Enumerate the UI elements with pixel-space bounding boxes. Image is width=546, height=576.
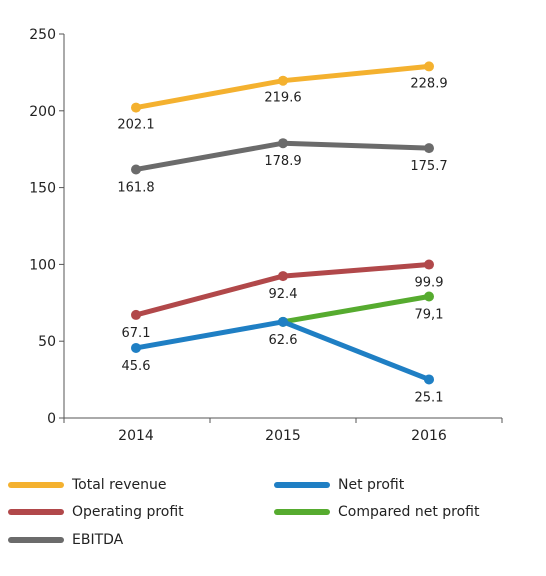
data-point-total-revenue — [131, 102, 141, 113]
data-label-ebitda: 161.8 — [117, 180, 154, 195]
data-labels: 202.1 219.6 228.9 161.8 178.9 175.7 67.1 92.4 99… — [117, 76, 447, 405]
data-point-total-revenue — [424, 61, 434, 72]
data-point-total-revenue — [278, 75, 288, 86]
data-point-net-profit — [131, 342, 141, 353]
data-point-net-profit — [424, 374, 434, 385]
data-label-total-revenue: 228.9 — [410, 76, 447, 91]
series-layer — [131, 61, 434, 385]
data-label-net-profit: 45.6 — [122, 359, 151, 374]
y-tick-label: 50 — [38, 334, 56, 350]
data-label-net-profit: 62.6 — [269, 333, 298, 348]
series-line-compared-net-profit — [280, 294, 432, 325]
y-tick-label: 100 — [29, 257, 56, 273]
axes: 0 50 100 150 200 250 2014 2015 2016 — [29, 27, 503, 444]
data-label-net-profit: 25.1 — [415, 390, 444, 405]
y-tick-label: 250 — [29, 27, 56, 43]
y-tick-label: 200 — [29, 104, 56, 120]
x-tick-label: 2014 — [118, 428, 154, 444]
data-label-total-revenue: 219.6 — [264, 91, 301, 106]
data-label-operating-profit: 67.1 — [122, 326, 151, 341]
x-tick-label: 2016 — [411, 428, 447, 444]
data-point-operating-profit — [131, 309, 141, 320]
data-point-ebitda — [131, 164, 141, 175]
y-tick-label: 150 — [29, 181, 56, 197]
data-label-operating-profit: 99.9 — [415, 276, 444, 291]
data-label-operating-profit: 92.4 — [269, 287, 298, 302]
data-label-compared-net-profit: 79,1 — [415, 308, 444, 323]
y-tick-label: 0 — [47, 411, 56, 427]
data-label-ebitda: 175.7 — [410, 159, 447, 174]
data-point-operating-profit — [278, 271, 288, 282]
data-point-ebitda — [424, 143, 434, 154]
data-point-compared-net-profit — [424, 291, 434, 302]
series-line-net-profit — [133, 319, 432, 382]
data-point-operating-profit — [424, 259, 434, 270]
data-label-ebitda: 178.9 — [264, 154, 301, 169]
data-point-net-profit — [278, 316, 288, 327]
data-point-ebitda — [278, 138, 288, 149]
data-label-total-revenue: 202.1 — [117, 118, 154, 133]
x-tick-label: 2015 — [265, 428, 301, 444]
